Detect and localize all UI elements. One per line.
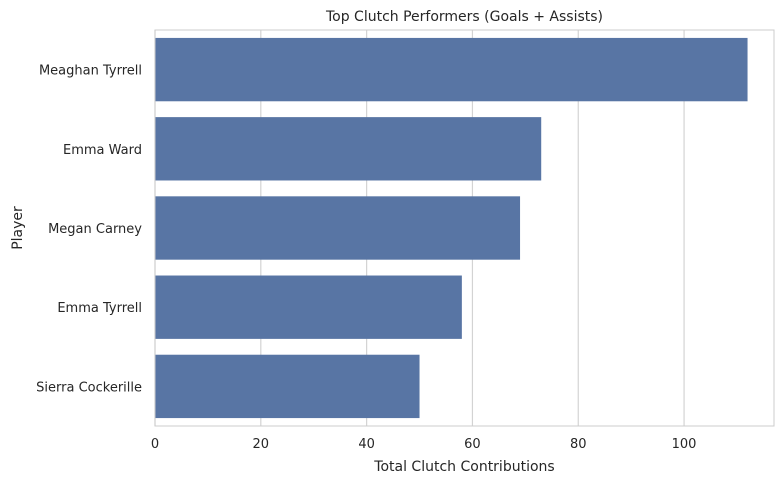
x-tick-label: 40	[358, 437, 375, 452]
bar	[155, 196, 521, 260]
bars	[155, 37, 748, 419]
y-tick-label: Emma Tyrrell	[57, 301, 142, 316]
plot-frame	[154, 29, 775, 427]
y-axis-label: Player	[10, 206, 26, 250]
x-tick-label: 60	[464, 437, 481, 452]
bar	[155, 37, 748, 102]
x-tick-label: 0	[151, 437, 159, 452]
bar	[155, 275, 462, 339]
y-tick-label: Emma Ward	[63, 143, 142, 158]
x-tick-label: 100	[672, 437, 697, 452]
bar	[155, 117, 542, 181]
x-axis-ticks: 0 20 40 60 80 100	[151, 437, 697, 452]
y-tick-label: Megan Carney	[48, 222, 142, 237]
y-tick-label: Meaghan Tyrrell	[39, 64, 142, 79]
bar	[155, 354, 420, 419]
y-tick-label: Sierra Cockerille	[36, 380, 142, 395]
x-tick-label: 80	[570, 437, 587, 452]
x-tick-label: 20	[253, 437, 270, 452]
x-axis-label: Total Clutch Contributions	[373, 459, 554, 475]
y-axis-ticks: Meaghan Tyrrell Emma Ward Megan Carney Emma…	[36, 64, 142, 396]
chart-title: Top Clutch Performers (Goals + Assists)	[325, 9, 603, 25]
